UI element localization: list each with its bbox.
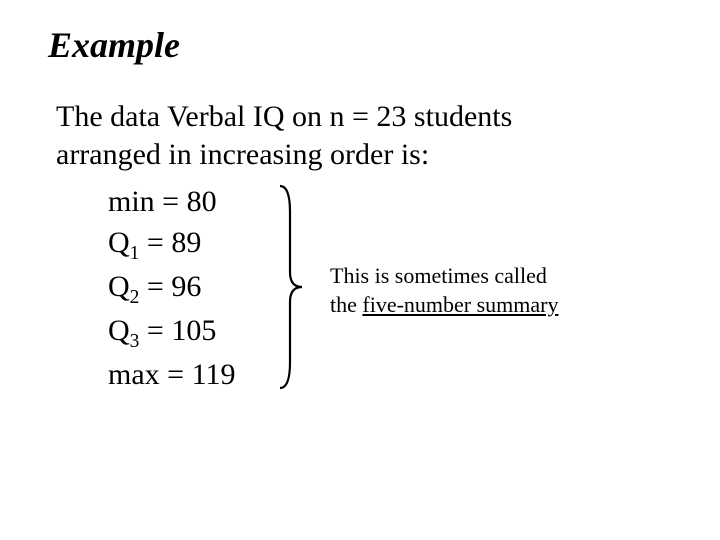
intro-line-2: arranged in increasing order is: xyxy=(56,138,429,171)
stat-q3: Q3 = 105 xyxy=(108,311,235,355)
q3-subscript: 3 xyxy=(130,331,140,352)
stat-min: min = 80 xyxy=(108,182,235,223)
intro-text: The data Verbal IQ on n = 23 students ar… xyxy=(56,98,656,173)
q2-eq: = xyxy=(139,270,171,303)
annotation-line-1: This is sometimes called xyxy=(330,263,547,288)
q3-eq: = xyxy=(139,314,171,347)
annotation-line-2-prefix: the xyxy=(330,292,362,317)
intro-line-1: The data Verbal IQ on n = 23 students xyxy=(56,100,512,133)
min-label: min = xyxy=(108,185,187,218)
q2-subscript: 2 xyxy=(130,287,140,308)
annotation-text: This is sometimes called the five-number… xyxy=(330,262,630,319)
stat-q2: Q2 = 96 xyxy=(108,267,235,311)
five-number-list: min = 80 Q1 = 89 Q2 = 96 Q3 = 105 max = … xyxy=(108,182,235,396)
stat-q1: Q1 = 89 xyxy=(108,223,235,267)
curly-brace-icon xyxy=(276,182,306,392)
q1-subscript: 1 xyxy=(130,243,140,264)
q1-eq: = xyxy=(139,226,171,259)
max-label: max = xyxy=(108,358,192,391)
q1-value: 89 xyxy=(171,226,201,259)
annotation-line-2-key: five-number summary xyxy=(362,292,558,317)
slide: Example The data Verbal IQ on n = 23 stu… xyxy=(0,0,720,540)
q3-prefix: Q xyxy=(108,314,130,347)
q2-value: 96 xyxy=(171,270,201,303)
q2-prefix: Q xyxy=(108,270,130,303)
q1-prefix: Q xyxy=(108,226,130,259)
min-value: 80 xyxy=(187,185,217,218)
stat-max: max = 119 xyxy=(108,355,235,396)
q3-value: 105 xyxy=(171,314,216,347)
slide-title: Example xyxy=(48,24,180,66)
max-value: 119 xyxy=(192,358,236,391)
